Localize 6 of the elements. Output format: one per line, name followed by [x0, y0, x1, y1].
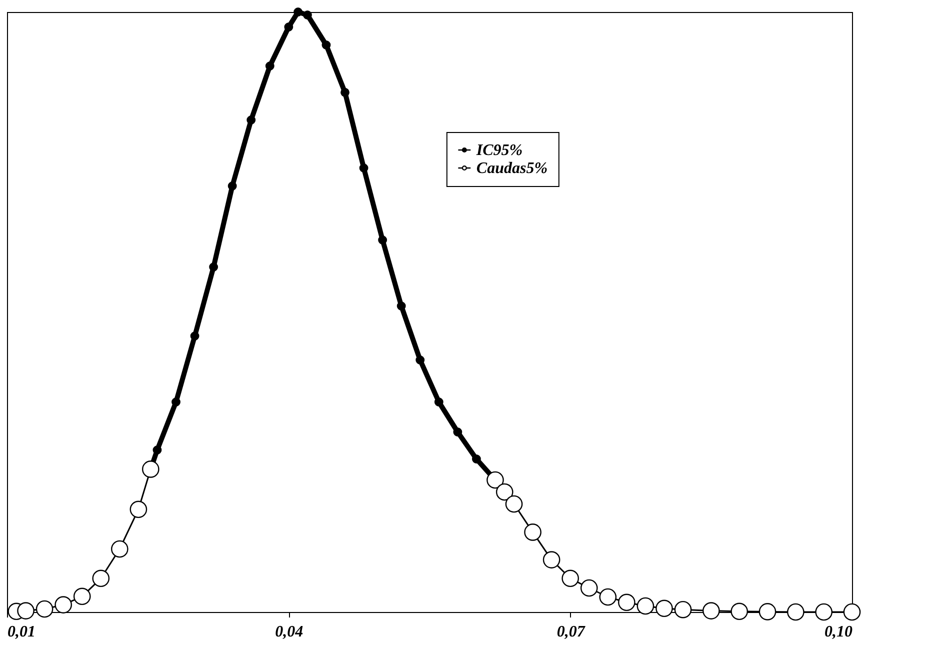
x-tick-label: 0,04: [275, 624, 304, 640]
legend-label: Caudas5%: [476, 160, 548, 177]
legend-label: IC95%: [475, 142, 523, 159]
x-tick-label: 0,10: [824, 624, 852, 640]
x-tick-label: 0,01: [8, 624, 36, 640]
x-tick-label: 0,07: [556, 624, 586, 640]
